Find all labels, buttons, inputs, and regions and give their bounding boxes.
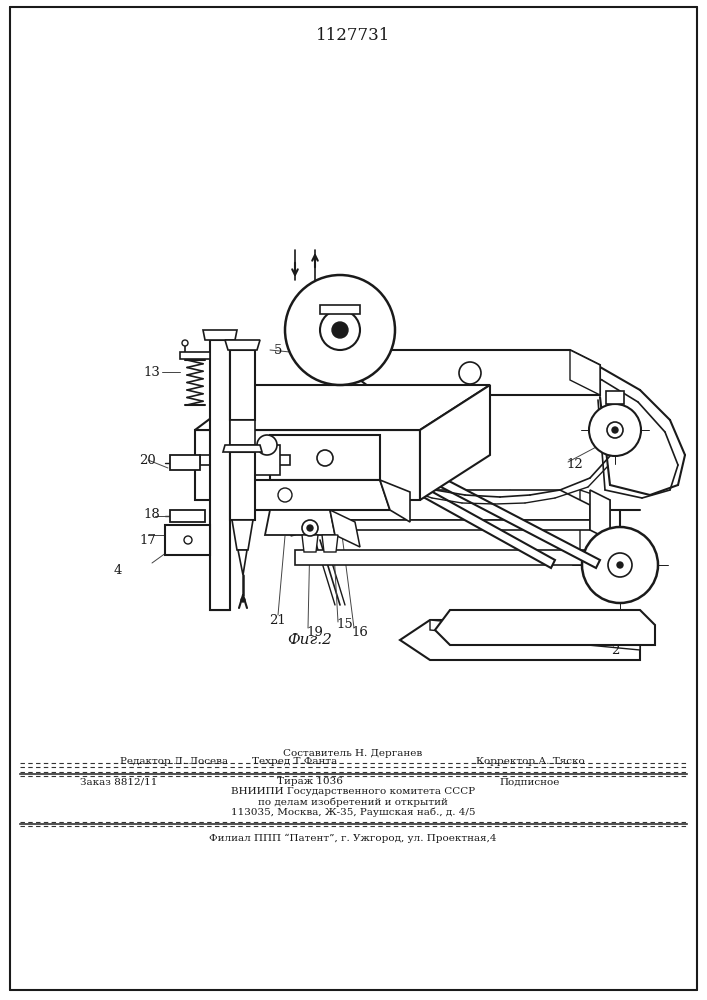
- Text: по делам изобретений и открытий: по делам изобретений и открытий: [258, 797, 448, 807]
- Text: 21: 21: [269, 613, 286, 626]
- Polygon shape: [230, 420, 255, 445]
- Polygon shape: [170, 455, 200, 470]
- Polygon shape: [295, 490, 590, 520]
- Circle shape: [459, 362, 481, 384]
- Polygon shape: [165, 525, 210, 555]
- Circle shape: [612, 427, 618, 433]
- Polygon shape: [170, 510, 205, 522]
- Circle shape: [278, 488, 292, 502]
- Polygon shape: [580, 490, 610, 575]
- Polygon shape: [200, 455, 290, 465]
- Text: Филиал ППП “Патент”, г. Ужгород, ул. Проектная,4: Филиал ППП “Патент”, г. Ужгород, ул. Про…: [209, 833, 497, 843]
- Polygon shape: [232, 520, 253, 550]
- Text: 4: 4: [114, 564, 122, 576]
- Polygon shape: [322, 535, 338, 552]
- Polygon shape: [330, 510, 360, 547]
- Polygon shape: [360, 350, 600, 395]
- Polygon shape: [203, 330, 237, 340]
- Polygon shape: [435, 610, 655, 645]
- Polygon shape: [320, 305, 360, 314]
- Polygon shape: [371, 460, 555, 568]
- Text: 11: 11: [522, 493, 538, 506]
- Polygon shape: [376, 445, 600, 568]
- Polygon shape: [380, 480, 410, 522]
- Polygon shape: [606, 391, 624, 404]
- Polygon shape: [180, 352, 210, 359]
- Text: 2: 2: [611, 644, 619, 656]
- Text: Техред Т.Фанта: Техред Т.Фанта: [252, 758, 338, 766]
- Text: 18: 18: [144, 508, 160, 522]
- Polygon shape: [570, 350, 600, 395]
- Polygon shape: [195, 385, 490, 430]
- Text: 16: 16: [351, 626, 368, 639]
- Polygon shape: [295, 550, 590, 565]
- Circle shape: [617, 562, 623, 568]
- Text: Тираж 1036: Тираж 1036: [277, 778, 343, 786]
- Text: Редактор Л. Лосева: Редактор Л. Лосева: [120, 758, 228, 766]
- Circle shape: [317, 450, 333, 466]
- Polygon shape: [302, 535, 318, 552]
- Circle shape: [332, 322, 348, 338]
- Text: 14: 14: [602, 584, 619, 596]
- Text: Фиг.2: Фиг.2: [288, 633, 332, 647]
- Text: 17: 17: [139, 534, 156, 546]
- Polygon shape: [223, 445, 262, 452]
- Circle shape: [608, 553, 632, 577]
- Polygon shape: [195, 430, 420, 500]
- Polygon shape: [270, 435, 380, 480]
- Polygon shape: [590, 550, 610, 575]
- Text: 15: 15: [337, 618, 354, 632]
- Text: Подписное: Подписное: [500, 778, 560, 786]
- Circle shape: [182, 340, 188, 346]
- Polygon shape: [250, 480, 390, 510]
- Polygon shape: [400, 620, 640, 660]
- Polygon shape: [238, 550, 247, 575]
- Text: Составитель Н. Дерганев: Составитель Н. Дерганев: [284, 750, 423, 758]
- Text: 12: 12: [566, 458, 583, 472]
- Text: 20: 20: [139, 454, 156, 466]
- Polygon shape: [590, 490, 610, 540]
- Polygon shape: [281, 480, 295, 536]
- Polygon shape: [225, 340, 260, 350]
- Text: 19: 19: [307, 626, 323, 639]
- Polygon shape: [265, 510, 335, 535]
- Text: 10: 10: [556, 514, 573, 526]
- Circle shape: [607, 422, 623, 438]
- Text: Корректор А. Тяско: Корректор А. Тяско: [476, 758, 585, 766]
- Text: ВНИИПИ Государственного комитета СССР: ВНИИПИ Государственного комитета СССР: [231, 788, 475, 796]
- Circle shape: [257, 435, 277, 455]
- Polygon shape: [230, 452, 255, 520]
- Circle shape: [307, 525, 313, 531]
- Polygon shape: [255, 445, 280, 475]
- Circle shape: [582, 527, 658, 603]
- Circle shape: [302, 520, 318, 536]
- Polygon shape: [210, 340, 230, 610]
- Text: 113035, Москва, Ж-35, Раушская наб., д. 4/5: 113035, Москва, Ж-35, Раушская наб., д. …: [230, 807, 475, 817]
- Text: 13: 13: [144, 365, 160, 378]
- Circle shape: [589, 404, 641, 456]
- Text: Заказ 8812/11: Заказ 8812/11: [80, 778, 158, 786]
- Circle shape: [241, 598, 245, 602]
- Circle shape: [320, 310, 360, 350]
- Circle shape: [285, 275, 395, 385]
- Text: 5: 5: [274, 344, 282, 357]
- Polygon shape: [420, 385, 490, 500]
- Polygon shape: [295, 520, 590, 530]
- Circle shape: [184, 536, 192, 544]
- Polygon shape: [430, 620, 640, 650]
- Polygon shape: [230, 350, 255, 420]
- Text: 1127731: 1127731: [316, 26, 390, 43]
